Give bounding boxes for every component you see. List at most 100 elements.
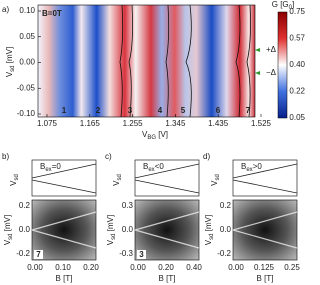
y-axis-label: Vsd [mV] xyxy=(5,47,15,77)
y-tick-label: -0.10 xyxy=(17,109,36,118)
label-unit: ] xyxy=(292,0,294,9)
level-lines xyxy=(31,163,97,194)
region-box xyxy=(34,250,43,259)
label-unit: [V] xyxy=(156,130,168,139)
label-sub: ex xyxy=(148,167,154,173)
region-number: 7 xyxy=(36,250,41,259)
label-unit: >0 xyxy=(253,162,263,171)
label-main: V xyxy=(9,180,18,186)
gap-label: +Δ xyxy=(266,45,277,54)
x-tick-label: 0.00 xyxy=(228,263,244,272)
y-tick-label: -0.2 xyxy=(16,249,30,258)
gap-arrows xyxy=(255,48,260,75)
peak-curves xyxy=(119,4,251,118)
top-y-label: Vsd xyxy=(210,174,220,186)
label-main: V xyxy=(5,71,14,77)
x-axis-label: B [T] xyxy=(56,274,73,283)
x-tick-label: 1.075 xyxy=(37,119,58,128)
label-main: V xyxy=(106,239,115,245)
label-sub: sd xyxy=(14,174,20,180)
field-label: B=0T xyxy=(42,9,62,18)
y-tick-label: 0.10 xyxy=(19,6,35,15)
top-y-label: Vsd xyxy=(112,174,122,186)
field-label: Bex=0 xyxy=(40,162,61,172)
x-tick-label: 1.525 xyxy=(251,119,272,128)
level-lines xyxy=(134,163,200,194)
panel-label: c) xyxy=(105,152,112,161)
y-tick-label: 0.2 xyxy=(19,201,31,210)
field-label: Bex<0 xyxy=(143,162,164,172)
region-number: 2 xyxy=(96,106,101,115)
label-main: V xyxy=(3,239,12,245)
x-tick-label: 0.10 xyxy=(55,263,71,272)
x-axis-label: B [T] xyxy=(159,274,176,283)
y-tick-label: 0.0 xyxy=(19,225,31,234)
y-tick-label: -0.2 xyxy=(217,249,231,258)
panel-label: a) xyxy=(2,5,9,14)
x-tick-label: 0.20 xyxy=(158,263,174,272)
y-tick-label: 0.00 xyxy=(19,58,35,67)
x-axis-label: B [T] xyxy=(257,274,274,283)
region-number: 3 xyxy=(128,106,133,115)
label-unit: [mV] xyxy=(3,215,12,234)
y-tick-label: 0.0 xyxy=(122,225,134,234)
region-number: 7 xyxy=(246,106,251,115)
label-main: V xyxy=(142,130,148,139)
gap-label: −Δ xyxy=(266,68,277,77)
x-tick-label: 1.435 xyxy=(208,119,229,128)
label-main: B xyxy=(40,162,45,171)
region-number: 4 xyxy=(158,106,163,115)
colorbar-tick-label: 0.05 xyxy=(289,113,305,122)
colorbar xyxy=(277,11,288,119)
colorbar-tick-label: 0.40 xyxy=(289,60,305,69)
x-tick-label: 0.40 xyxy=(186,263,202,272)
y-tick-label: -0.05 xyxy=(17,83,36,92)
y-axis-label: Vsd [mV] xyxy=(204,215,214,245)
y-tick-label: 0.3 xyxy=(122,201,134,210)
label-sub: ex xyxy=(45,167,51,173)
region-number: 1 xyxy=(62,106,67,115)
y-axis-label: Vsd [mV] xyxy=(106,215,116,245)
y-tick-label: 0.05 xyxy=(19,32,35,41)
top-y-label: Vsd xyxy=(9,174,19,186)
x-tick-label: 1.345 xyxy=(165,119,186,128)
label-sub: sd xyxy=(209,233,215,239)
colorbar-tick-label: 0.22 xyxy=(289,87,305,96)
x-tick-label: 0.25 xyxy=(284,263,300,272)
label-sub: sd xyxy=(10,65,16,71)
region-number: 6 xyxy=(216,106,221,115)
panel-label: b) xyxy=(2,152,9,161)
level-lines xyxy=(232,163,298,194)
label-sub: ex xyxy=(246,167,252,173)
x-tick-label: 0.20 xyxy=(83,263,99,272)
label-sub: 0 xyxy=(289,5,293,11)
label-main: B xyxy=(241,162,246,171)
region-box xyxy=(137,250,146,259)
label-main: G [G xyxy=(272,0,289,9)
label-main: V xyxy=(112,180,121,186)
label-sub: sd xyxy=(215,174,221,180)
y-tick-label: 0.0 xyxy=(220,225,232,234)
x-tick-label: 0.125 xyxy=(254,263,275,272)
bright-lines xyxy=(232,211,298,249)
panel-label: d) xyxy=(203,152,210,161)
bright-lines xyxy=(31,211,97,249)
x-axis-label: VBG [V] xyxy=(142,130,168,140)
label-unit: <0 xyxy=(155,162,165,171)
label-unit: [mV] xyxy=(106,215,115,234)
bright-lines xyxy=(134,211,200,249)
y-tick-label: -0.3 xyxy=(119,249,133,258)
colorbar-tick-label: 0.57 xyxy=(289,34,305,43)
label-main: V xyxy=(204,239,213,245)
label-main: B xyxy=(143,162,148,171)
y-tick-label: 0.2 xyxy=(220,201,232,210)
x-tick-label: 1.165 xyxy=(80,119,101,128)
label-sub: sd xyxy=(8,233,14,239)
colorbar-title: G [G0] xyxy=(272,0,294,10)
region-number: 3 xyxy=(139,250,144,259)
x-tick-label: 0.00 xyxy=(130,263,146,272)
y-axis-label: Vsd [mV] xyxy=(3,215,13,245)
label-unit: [mV] xyxy=(5,47,14,66)
heatmap xyxy=(232,199,298,261)
